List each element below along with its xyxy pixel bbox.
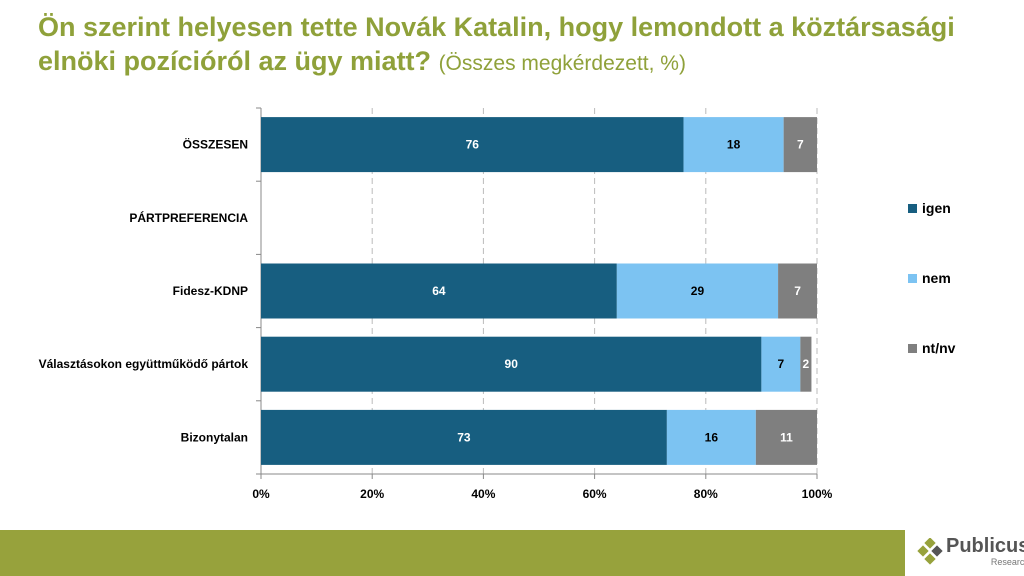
logo-icon <box>917 537 943 565</box>
legend-swatch <box>908 343 917 353</box>
data-label: 18 <box>727 138 741 152</box>
data-label: 11 <box>780 430 793 444</box>
bar-segment-nem <box>666 409 756 465</box>
data-label: 90 <box>505 357 519 371</box>
x-tick-label: 60% <box>583 487 607 501</box>
bar-segment-nt-nv <box>800 336 812 392</box>
data-label: 2 <box>803 357 810 371</box>
bar-segment-nt-nv <box>778 263 817 319</box>
data-label: 16 <box>705 430 719 444</box>
x-tick-label: 40% <box>471 487 495 501</box>
data-label: 7 <box>778 357 785 371</box>
category-label: Választásokon együttműködő pártok <box>39 357 249 371</box>
legend-label: nem <box>922 270 951 286</box>
data-label: 7 <box>794 284 801 298</box>
legend-label: nt/nv <box>922 340 956 356</box>
x-tick-label: 20% <box>360 487 384 501</box>
bar-segment-nem <box>616 263 779 319</box>
bar-segment-nem <box>683 117 784 173</box>
data-label: 76 <box>466 138 480 152</box>
legend-swatch <box>908 273 917 283</box>
category-label: Fidesz-KDNP <box>173 284 248 298</box>
bar-segment-igen <box>261 336 762 392</box>
title-main: Ön szerint helyesen tette Novák Katalin,… <box>38 12 955 76</box>
footer-band <box>0 530 905 576</box>
x-tick-label: 0% <box>252 487 270 501</box>
category-label: PÁRTPREFERENCIA <box>129 210 248 225</box>
bar-segment-igen <box>261 117 684 173</box>
logo-text: Publicus Research <box>946 535 1024 568</box>
logo-name: Publicus <box>946 535 1024 557</box>
data-label: 64 <box>432 284 446 298</box>
bar-segment-igen <box>261 409 667 465</box>
category-label: Bizonytalan <box>181 430 248 444</box>
legend-label: igen <box>922 200 951 216</box>
bar-segment-nt-nv <box>755 409 817 465</box>
legend-item: igen <box>908 200 951 216</box>
data-label: 7 <box>797 138 804 152</box>
bar-segment-nt-nv <box>783 117 817 173</box>
x-tick-label: 100% <box>802 487 833 501</box>
publicus-logo: Publicus Research <box>916 536 1024 567</box>
legend-item: nt/nv <box>908 340 955 356</box>
legend-swatch <box>908 203 917 213</box>
x-tick-label: 80% <box>694 487 718 501</box>
category-label: ÖSSZESEN <box>183 137 248 152</box>
logo-sub: Research <box>990 557 1024 567</box>
title-subtitle: (Összes megkérdezett, %) <box>438 52 686 75</box>
legend-item: nem <box>908 270 951 286</box>
bar-segment-igen <box>261 263 617 319</box>
data-label: 73 <box>457 430 471 444</box>
data-label: 29 <box>691 284 705 298</box>
chart-title: Ön szerint helyesen tette Novák Katalin,… <box>38 10 998 81</box>
bar-segment-nem <box>761 336 801 392</box>
